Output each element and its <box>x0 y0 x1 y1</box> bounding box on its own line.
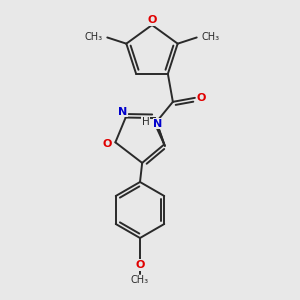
Text: CH₃: CH₃ <box>131 275 149 285</box>
Text: N: N <box>118 106 127 116</box>
Text: O: O <box>196 93 206 103</box>
Text: O: O <box>135 260 145 270</box>
Text: N: N <box>153 119 163 129</box>
Text: CH₃: CH₃ <box>202 32 220 43</box>
Text: CH₃: CH₃ <box>84 32 102 43</box>
Text: O: O <box>147 15 157 25</box>
Text: O: O <box>103 139 112 149</box>
Text: H: H <box>142 117 150 127</box>
